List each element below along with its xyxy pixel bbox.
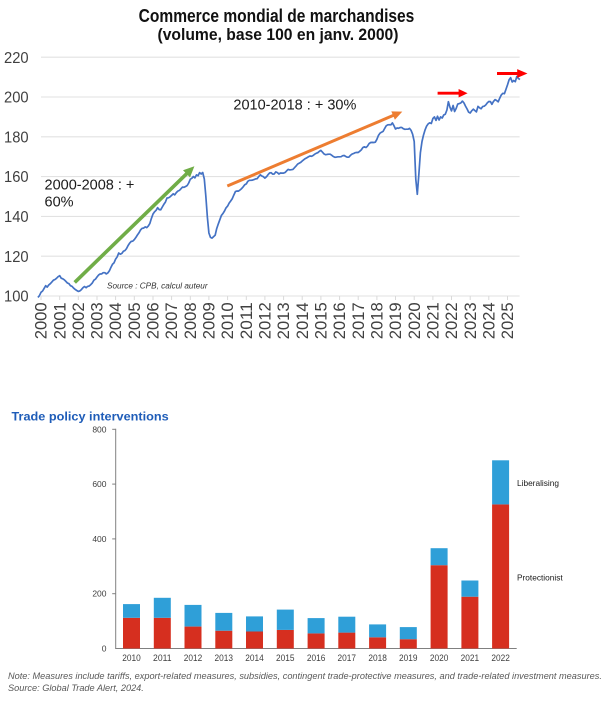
svg-text:200: 200 bbox=[4, 90, 29, 107]
svg-text:180: 180 bbox=[4, 129, 29, 146]
svg-text:60%: 60% bbox=[45, 195, 74, 211]
svg-text:600: 600 bbox=[92, 479, 106, 489]
svg-text:160: 160 bbox=[4, 169, 29, 186]
svg-text:2017: 2017 bbox=[338, 653, 357, 663]
svg-text:100: 100 bbox=[4, 289, 29, 306]
svg-text:800: 800 bbox=[92, 424, 106, 434]
svg-text:2017: 2017 bbox=[350, 302, 368, 339]
svg-text:2013: 2013 bbox=[275, 302, 293, 339]
svg-text:2022: 2022 bbox=[491, 653, 510, 663]
svg-text:(volume, base 100 en janv. 200: (volume, base 100 en janv. 2000) bbox=[158, 26, 399, 44]
svg-text:2024: 2024 bbox=[480, 302, 498, 339]
svg-text:2011: 2011 bbox=[153, 653, 172, 663]
svg-text:2023: 2023 bbox=[462, 302, 480, 339]
svg-text:2000: 2000 bbox=[33, 302, 51, 339]
svg-text:2014: 2014 bbox=[245, 653, 264, 663]
svg-text:2013: 2013 bbox=[215, 653, 234, 663]
svg-text:Liberalising: Liberalising bbox=[517, 478, 559, 488]
svg-text:2002: 2002 bbox=[70, 302, 88, 339]
svg-text:Protectionist: Protectionist bbox=[517, 573, 563, 583]
svg-text:2018: 2018 bbox=[368, 653, 387, 663]
svg-text:2015: 2015 bbox=[276, 653, 295, 663]
svg-text:2006: 2006 bbox=[145, 302, 163, 339]
svg-text:2018: 2018 bbox=[369, 302, 387, 339]
svg-text:2000-2008 : +: 2000-2008 : + bbox=[45, 178, 135, 194]
svg-text:2014: 2014 bbox=[294, 302, 312, 339]
svg-text:200: 200 bbox=[92, 589, 106, 599]
svg-text:2015: 2015 bbox=[313, 302, 331, 339]
svg-text:2012: 2012 bbox=[257, 302, 275, 339]
svg-text:140: 140 bbox=[4, 209, 29, 226]
svg-text:2012: 2012 bbox=[184, 653, 203, 663]
svg-text:Source : CPB, calcul auteur: Source : CPB, calcul auteur bbox=[107, 282, 208, 291]
svg-text:0: 0 bbox=[102, 644, 107, 654]
svg-text:2016: 2016 bbox=[307, 653, 326, 663]
svg-text:Note: Measures include tariffs: Note: Measures include tariffs, export-r… bbox=[8, 671, 602, 681]
svg-text:2021: 2021 bbox=[425, 302, 443, 339]
svg-text:Source: Global Trade Alert, 20: Source: Global Trade Alert, 2024. bbox=[8, 683, 144, 693]
svg-text:2025: 2025 bbox=[499, 302, 517, 339]
svg-text:2020: 2020 bbox=[406, 302, 424, 339]
svg-text:2007: 2007 bbox=[163, 302, 181, 339]
svg-text:Commerce mondial de marchandis: Commerce mondial de marchandises bbox=[139, 6, 415, 26]
svg-text:2019: 2019 bbox=[387, 302, 405, 339]
svg-text:2016: 2016 bbox=[331, 302, 349, 339]
svg-text:2003: 2003 bbox=[89, 302, 107, 339]
svg-text:2009: 2009 bbox=[201, 302, 219, 339]
svg-text:120: 120 bbox=[4, 249, 29, 266]
svg-text:2022: 2022 bbox=[443, 302, 461, 339]
svg-text:Trade policy interventions: Trade policy interventions bbox=[12, 411, 169, 423]
svg-text:2010: 2010 bbox=[219, 302, 237, 339]
svg-text:2019: 2019 bbox=[399, 653, 418, 663]
svg-text:2011: 2011 bbox=[238, 302, 256, 339]
svg-text:2008: 2008 bbox=[182, 302, 200, 339]
svg-text:2004: 2004 bbox=[107, 302, 125, 339]
svg-text:2010: 2010 bbox=[122, 653, 141, 663]
svg-text:2005: 2005 bbox=[126, 302, 144, 339]
svg-text:220: 220 bbox=[4, 50, 29, 67]
svg-text:2010-2018 : + 30%: 2010-2018 : + 30% bbox=[233, 98, 356, 114]
svg-text:2020: 2020 bbox=[430, 653, 449, 663]
svg-text:400: 400 bbox=[92, 534, 106, 544]
svg-text:2021: 2021 bbox=[461, 653, 480, 663]
svg-text:2001: 2001 bbox=[51, 302, 69, 339]
